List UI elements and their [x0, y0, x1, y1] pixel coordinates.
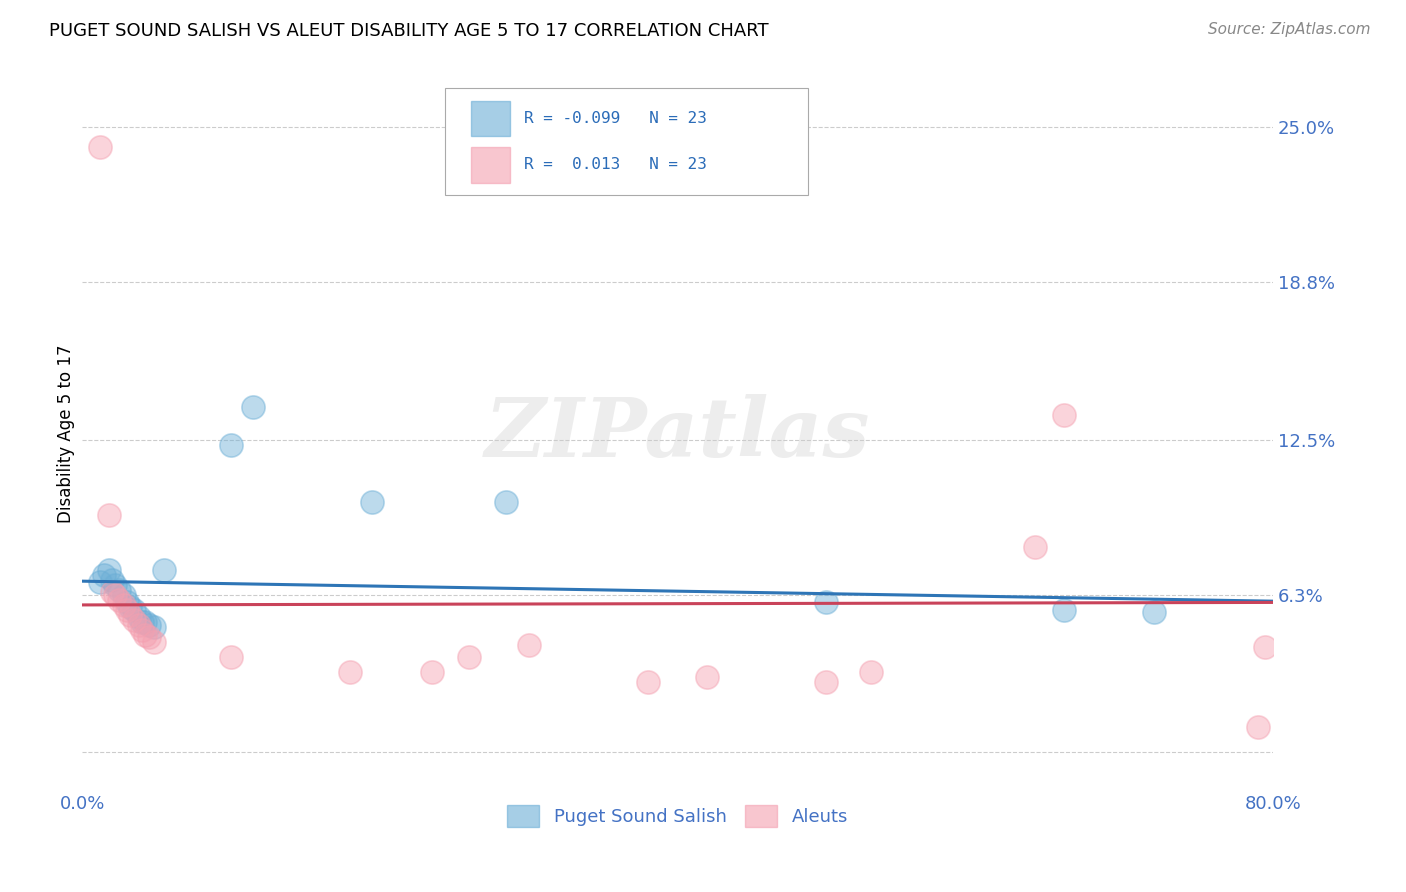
Point — [1247, 720, 1270, 734]
Point — [128, 618, 150, 632]
Text: PUGET SOUND SALISH VS ALEUT DISABILITY AGE 5 TO 17 CORRELATION CHART: PUGET SOUND SALISH VS ALEUT DISABILITY A… — [49, 22, 769, 40]
Point — [420, 665, 443, 680]
Point — [131, 615, 153, 630]
Point — [122, 613, 145, 627]
Point — [339, 665, 361, 680]
Point — [1254, 640, 1277, 655]
Point — [101, 585, 124, 599]
Text: R = -0.099   N = 23: R = -0.099 N = 23 — [524, 111, 707, 126]
Point — [97, 563, 120, 577]
Y-axis label: Disability Age 5 to 17: Disability Age 5 to 17 — [58, 344, 75, 523]
Text: R =  0.013   N = 23: R = 0.013 N = 23 — [524, 157, 707, 172]
Point — [859, 665, 882, 680]
Text: ZIPatlas: ZIPatlas — [485, 393, 870, 474]
Point — [1024, 541, 1046, 555]
Point — [219, 650, 242, 665]
Point — [637, 675, 659, 690]
Point — [104, 588, 127, 602]
Point — [112, 598, 135, 612]
Point — [153, 563, 176, 577]
Point — [242, 401, 264, 415]
Bar — [471, 101, 509, 136]
Point — [89, 140, 111, 154]
Point — [134, 628, 156, 642]
Point — [1142, 606, 1164, 620]
Point — [134, 615, 156, 630]
Text: Source: ZipAtlas.com: Source: ZipAtlas.com — [1208, 22, 1371, 37]
Point — [115, 595, 138, 609]
Point — [112, 588, 135, 602]
Point — [815, 595, 838, 609]
FancyBboxPatch shape — [446, 88, 808, 195]
Point — [115, 603, 138, 617]
Point — [219, 438, 242, 452]
Point — [104, 578, 127, 592]
Point — [131, 623, 153, 637]
Point — [93, 568, 115, 582]
Point — [118, 600, 141, 615]
Point — [696, 670, 718, 684]
Point — [101, 573, 124, 587]
Point — [361, 495, 384, 509]
Point — [517, 638, 540, 652]
Point — [108, 593, 131, 607]
Point — [122, 603, 145, 617]
Bar — [471, 147, 509, 183]
Point — [108, 582, 131, 597]
Point — [142, 635, 165, 649]
Point — [128, 610, 150, 624]
Point — [138, 631, 160, 645]
Point — [118, 607, 141, 622]
Point — [1053, 408, 1076, 422]
Legend: Puget Sound Salish, Aleuts: Puget Sound Salish, Aleuts — [499, 797, 855, 834]
Point — [142, 620, 165, 634]
Point — [458, 650, 481, 665]
Point — [89, 575, 111, 590]
Point — [815, 675, 838, 690]
Point — [138, 618, 160, 632]
Point — [495, 495, 517, 509]
Point — [1053, 603, 1076, 617]
Point — [97, 508, 120, 522]
